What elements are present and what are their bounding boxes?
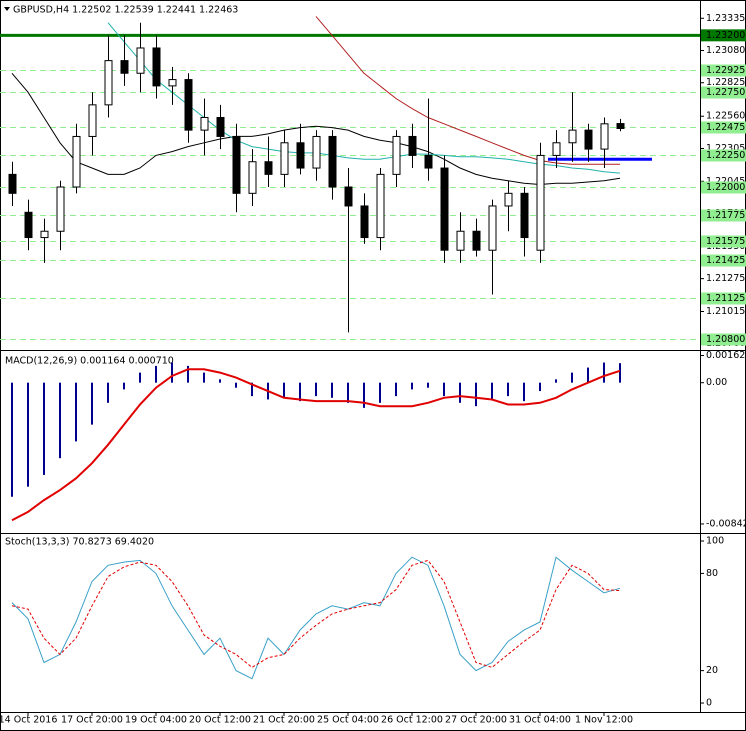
y-tick-label: 1.22560	[706, 111, 745, 122]
candle-body	[472, 230, 481, 251]
y-tick-label: 0	[706, 698, 712, 709]
candle-body	[232, 135, 241, 194]
candle-body	[104, 60, 113, 106]
level-label-box	[701, 181, 746, 194]
candle-body	[552, 142, 561, 156]
level-label: 1.21425	[706, 255, 745, 266]
level-label: 1.22475	[706, 122, 745, 133]
moving-average	[107, 22, 621, 174]
level-label-box	[701, 149, 746, 162]
candle-body	[536, 154, 545, 251]
candle-body	[440, 167, 449, 251]
candle-body	[136, 47, 145, 74]
y-tick-label: 20	[706, 665, 718, 676]
candle-body	[8, 173, 17, 194]
candle-body	[488, 205, 497, 251]
y-tick-label: 0.001621	[706, 350, 746, 361]
y-tick-label: 1.22825	[706, 77, 745, 88]
candle-body	[280, 142, 289, 175]
x-tick-label: 20 Oct 12:00	[189, 715, 251, 726]
candle-body	[184, 79, 193, 131]
candle-body	[296, 142, 305, 169]
candle-body	[360, 205, 369, 239]
symbol-icon	[4, 7, 10, 11]
candle-body	[504, 192, 513, 207]
y-tick-label: 1.22045	[706, 176, 745, 187]
candle-body	[392, 135, 401, 175]
candle-body	[248, 161, 257, 194]
candle-body	[456, 230, 465, 251]
stoch-line	[11, 559, 621, 669]
candle-body	[600, 123, 609, 150]
candle-body	[88, 104, 97, 137]
resistance-label: 1.23200	[706, 30, 745, 41]
candle-body	[24, 211, 33, 239]
level-label-box	[701, 64, 746, 77]
candle-body	[408, 135, 417, 156]
candle-body	[376, 173, 385, 239]
level-label: 1.21125	[706, 293, 745, 304]
candle-body	[120, 60, 129, 74]
level-label-box	[701, 254, 746, 267]
level-label: 1.22925	[706, 65, 745, 76]
level-label: 1.22250	[706, 150, 745, 161]
x-tick-label: 27 Oct 20:00	[445, 715, 507, 726]
moving-average	[11, 72, 621, 186]
x-tick-label: 31 Oct 04:00	[509, 715, 571, 726]
candle-body	[56, 186, 65, 232]
chart-title: GBPUSD,H4 1.22502 1.22539 1.22441 1.2246…	[13, 5, 238, 16]
stoch-title: Stoch(13,3,3) 70.8273 69.4020	[5, 537, 154, 548]
y-tick-label: 1.23080	[706, 45, 745, 56]
candle-body	[520, 192, 529, 239]
candle-body	[584, 129, 593, 150]
candle-body	[152, 47, 161, 87]
level-label-box	[701, 235, 746, 248]
level-label-box	[701, 333, 746, 346]
x-tick-label: 17 Oct 20:00	[61, 715, 123, 726]
candle-body	[168, 79, 177, 87]
level-label: 1.22000	[706, 182, 745, 193]
candle-body	[328, 135, 337, 188]
candle-body	[568, 129, 577, 144]
candle-body	[72, 135, 81, 188]
candle-body	[312, 135, 321, 169]
candle-body	[616, 123, 625, 129]
candle-body	[200, 116, 209, 131]
level-label-box	[701, 86, 746, 99]
y-tick-label: 1.21275	[706, 273, 745, 284]
macd-title: MACD(12,26,9) 0.001164 0.000710	[5, 356, 174, 367]
candle-body	[424, 154, 433, 169]
x-tick-label: 14 Oct 2016	[0, 715, 57, 726]
candle-body	[264, 161, 273, 175]
macd-signal	[11, 368, 621, 522]
y-tick-label: 1.23335	[706, 13, 745, 24]
stoch-line	[11, 556, 621, 680]
candle-body	[344, 186, 353, 207]
level-label-box	[701, 292, 746, 305]
level-label-box	[701, 209, 746, 222]
resistance-label-box	[701, 29, 746, 42]
level-label: 1.20800	[706, 334, 745, 345]
level-label: 1.21775	[706, 210, 745, 221]
y-tick-label: 1.22305	[706, 143, 745, 154]
y-tick-label: -0.00842	[706, 518, 746, 529]
x-tick-label: 26 Oct 12:00	[381, 715, 443, 726]
candle-body	[40, 230, 49, 239]
level-label-box	[701, 121, 746, 134]
y-tick-label: 100	[706, 535, 724, 546]
x-tick-label: 19 Oct 04:00	[125, 715, 187, 726]
y-tick-label: 80	[706, 568, 718, 579]
level-label: 1.21575	[706, 236, 745, 247]
moving-average	[315, 16, 620, 165]
y-tick-label: 1.21015	[706, 306, 745, 317]
x-tick-label: 25 Oct 04:00	[317, 715, 379, 726]
x-tick-label: 21 Oct 20:00	[253, 715, 315, 726]
x-tick-label: 1 Nov 12:00	[575, 715, 633, 726]
y-tick-label: 0.00	[706, 377, 727, 388]
level-label: 1.22750	[706, 87, 745, 98]
candle-body	[216, 116, 225, 137]
